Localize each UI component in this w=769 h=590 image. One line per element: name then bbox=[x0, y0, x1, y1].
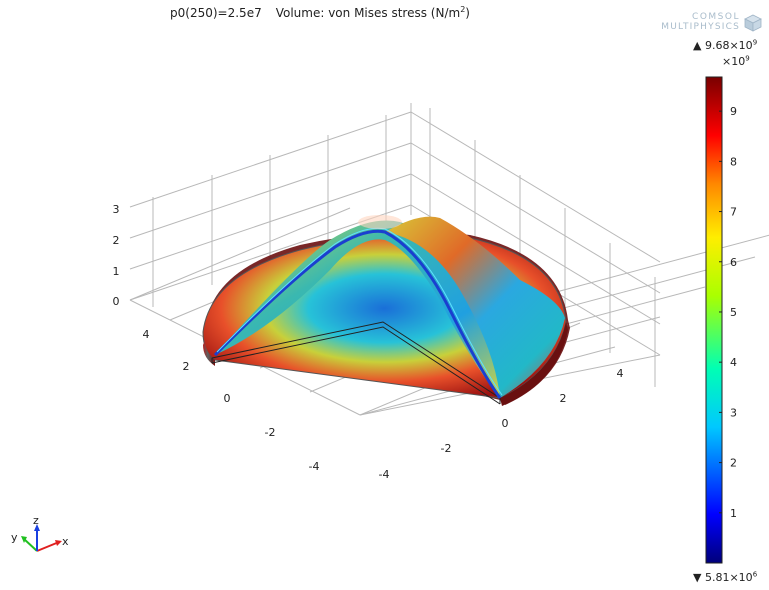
y-tick-label: 4 bbox=[143, 328, 150, 341]
colorbar-gradient bbox=[705, 76, 723, 564]
arch-surface bbox=[213, 215, 565, 399]
logo-line1: COMSOL bbox=[692, 12, 740, 22]
x-tick-label: -4 bbox=[379, 468, 390, 481]
x-tick-label: 2 bbox=[560, 392, 567, 405]
triad-z-label: z bbox=[33, 514, 39, 527]
grid-line bbox=[129, 111, 412, 208]
colorbar-max-exp: 9 bbox=[752, 38, 758, 47]
z-tick-label: 3 bbox=[113, 203, 120, 216]
z-tick-label: 0 bbox=[113, 295, 120, 308]
max-arrow-icon: ▲ bbox=[693, 39, 702, 52]
cutaway-outline bbox=[211, 321, 501, 405]
colorbar-tick-label: 7 bbox=[730, 206, 737, 219]
x-tick-label: 0 bbox=[502, 417, 509, 430]
x-axis-ticks: -4 -2 0 2 4 bbox=[379, 367, 624, 481]
title-exp: 2 bbox=[460, 5, 466, 14]
axis-triad: x y z bbox=[11, 514, 69, 552]
colorbar-max-value: 9.68×10 bbox=[704, 39, 753, 52]
colorbar-min-exp: 6 bbox=[752, 570, 758, 579]
colorbar-ticks: 1 2 3 4 5 6 7 8 9 bbox=[719, 105, 737, 520]
z-tick-label: 2 bbox=[113, 234, 120, 247]
colorbar-tick-label: 3 bbox=[730, 406, 737, 419]
triad-y-label: y bbox=[11, 531, 18, 544]
colorbar-min-value: 5.81×10 bbox=[704, 571, 753, 584]
title-subtitle-end: ) bbox=[465, 6, 470, 20]
grid-line bbox=[410, 142, 661, 294]
logo-line2: MULTIPHYSICS bbox=[661, 22, 740, 32]
comsol-logo: COMSOL MULTIPHYSICS bbox=[656, 12, 766, 34]
colorbar-tick-label: 4 bbox=[730, 356, 737, 369]
x-tick-label: -2 bbox=[441, 442, 452, 455]
title-subtitle: Volume: von Mises stress (N/m bbox=[275, 6, 461, 20]
grid-line bbox=[129, 142, 412, 239]
grid-line bbox=[544, 234, 769, 296]
grid-line bbox=[129, 207, 351, 301]
colorbar-multiplier-text: ×10 bbox=[722, 55, 746, 68]
colorbar-tick-label: 5 bbox=[730, 306, 737, 319]
plot-title: p0(250)=2.5e7 Volume: von Mises stress (N… bbox=[0, 5, 640, 21]
grid-line bbox=[129, 173, 412, 270]
title-main: p0(250)=2.5e7 bbox=[170, 6, 262, 20]
y-tick-label: 2 bbox=[183, 360, 190, 373]
colorbar-tick-label: 6 bbox=[730, 256, 737, 269]
grid-line bbox=[410, 173, 661, 325]
colorbar-tick-label: 8 bbox=[730, 155, 737, 168]
y-tick-label: -2 bbox=[265, 426, 276, 439]
x-tick-label: 4 bbox=[617, 367, 624, 380]
y-tick-label: 0 bbox=[224, 392, 231, 405]
min-arrow-icon: ▼ bbox=[693, 571, 702, 584]
y-axis-ticks: 4 2 0 -2 -4 bbox=[143, 328, 320, 473]
colorbar-multiplier-exp: 9 bbox=[745, 54, 750, 63]
z-axis-ticks: 0 1 2 3 bbox=[113, 203, 120, 308]
colorbar-min-label: ▼ 5.81×106 bbox=[693, 571, 757, 584]
colorbar-max-label: ▲ 9.68×109 bbox=[693, 39, 757, 52]
y-tick-label: -4 bbox=[309, 460, 320, 473]
colorbar-multiplier: ×109 bbox=[722, 55, 750, 68]
colorbar: 1 2 3 4 5 6 7 8 9 bbox=[705, 76, 737, 564]
colorbar-tick-label: 9 bbox=[730, 105, 737, 118]
colorbar-tick-label: 1 bbox=[730, 507, 737, 520]
z-tick-label: 1 bbox=[113, 265, 120, 278]
grid-line bbox=[410, 111, 661, 263]
colorbar-tick-label: 2 bbox=[730, 457, 737, 470]
triad-x-label: x bbox=[62, 535, 69, 548]
cube-icon bbox=[744, 14, 762, 32]
